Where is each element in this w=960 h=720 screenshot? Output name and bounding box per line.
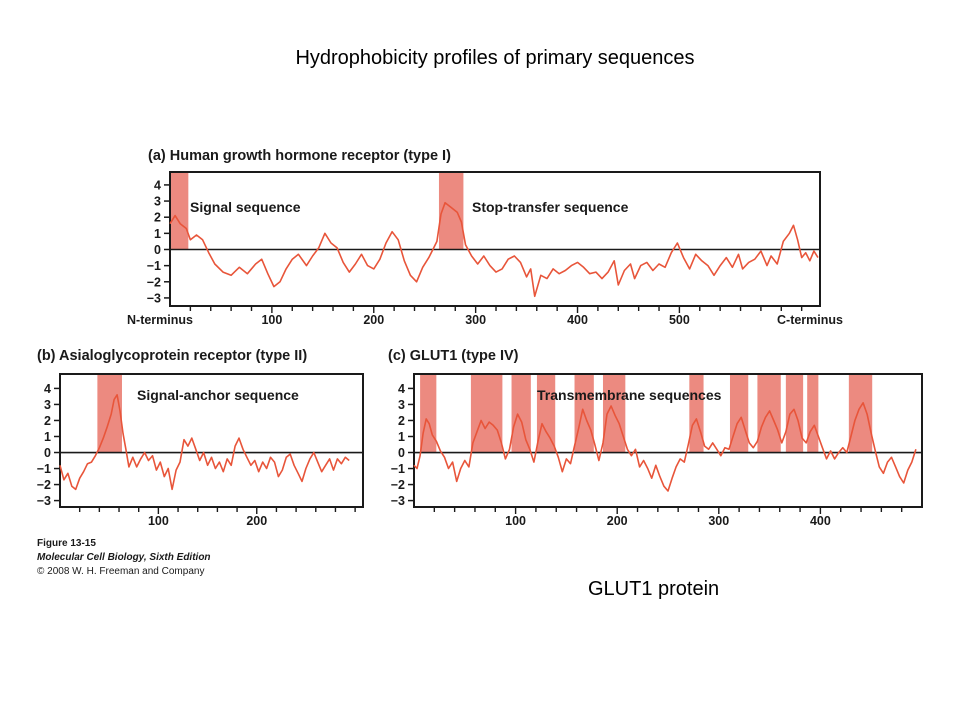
panel-c-region-3 xyxy=(511,374,531,453)
panel-a-region-2 xyxy=(438,172,464,250)
panel-b-region-1 xyxy=(97,374,122,453)
panel-c-region-2 xyxy=(470,374,503,453)
caption: GLUT1 protein xyxy=(588,578,720,600)
panel-b-ytick-label: −3 xyxy=(37,494,51,508)
panel-b-ytick-label: 4 xyxy=(44,382,51,396)
panel-a-xtick-label: 200 xyxy=(363,313,384,327)
panel-c-xtick-label: 300 xyxy=(708,514,729,528)
panel-a-ytick-label: −2 xyxy=(147,275,161,289)
panel-a-ytick-label: −1 xyxy=(147,259,161,273)
panel-b-ytick-label: 0 xyxy=(44,446,51,460)
panel-c-ytick-label: −2 xyxy=(391,478,405,492)
panel-c-xtick-label: 400 xyxy=(810,514,831,528)
panel-c-region-label: Transmembrane sequences xyxy=(537,387,722,403)
panel-a-region-label-1: Signal sequence xyxy=(190,199,301,215)
panel-b-region-label: Signal-anchor sequence xyxy=(137,387,299,403)
panel-b-xtick-label: 100 xyxy=(148,514,169,528)
panel-b-title: (b) Asialoglycoprotein receptor (type II… xyxy=(37,348,307,364)
panel-b-ytick-label: 3 xyxy=(44,398,51,412)
panel-a-xtick-label: 300 xyxy=(465,313,486,327)
panel-c-ytick-label: −1 xyxy=(391,462,405,476)
panel-b-frame xyxy=(59,373,364,508)
panel-a-region-1 xyxy=(171,172,189,250)
panel-c-ytick-label: 4 xyxy=(398,382,405,396)
panel-b-series-line xyxy=(59,393,350,491)
panel-b-ytick-label: −2 xyxy=(37,478,51,492)
panel-a-ytick-label: 1 xyxy=(154,227,161,241)
figure-copyright: © 2008 W. H. Freeman and Company xyxy=(37,566,204,577)
panel-c-region-11 xyxy=(807,374,819,453)
panel-a-xtick-label: 100 xyxy=(261,313,282,327)
panel-a-ytick-label: −3 xyxy=(147,291,161,305)
figure-book-title: Molecular Cell Biology, Sixth Edition xyxy=(37,552,211,563)
panel-c-region-7 xyxy=(689,374,704,453)
panel-a-ytick-label: 3 xyxy=(154,195,161,209)
panel-c-region-4 xyxy=(536,374,556,453)
panel-c-ytick-label: 0 xyxy=(398,446,405,460)
panel-a-ytick-label: 0 xyxy=(154,243,161,257)
panel-a-xtick-label: 400 xyxy=(567,313,588,327)
panel-c-ytick-label: 2 xyxy=(398,414,405,428)
panel-c-xtick-label: 100 xyxy=(505,514,526,528)
panel-c-region-8 xyxy=(729,374,749,453)
panel-c-ytick-label: −3 xyxy=(391,494,405,508)
panel-c-xtick-label: 200 xyxy=(607,514,628,528)
panel-b-ytick-label: −1 xyxy=(37,462,51,476)
panel-c-region-12 xyxy=(848,374,873,453)
panel-b-ytick-label: 1 xyxy=(44,430,51,444)
panel-b-plot: 4 3 2 1 0 −1 −2 −3 100 200 xyxy=(37,373,364,528)
panel-c-region-10 xyxy=(785,374,804,453)
panel-a-series-line xyxy=(169,201,819,298)
panel-b-ytick-label: 2 xyxy=(44,414,51,428)
panel-a-frame xyxy=(169,171,821,307)
panel-a-ytick-label: 2 xyxy=(154,211,161,225)
panel-a-plot: 4 3 2 1 0 −1 −2 −3 100 200 300 400 500 xyxy=(147,171,821,327)
page-title: Hydrophobicity profiles of primary seque… xyxy=(295,47,695,69)
panel-c-series-line xyxy=(413,401,917,492)
panel-c-title: (c) GLUT1 (type IV) xyxy=(388,348,519,364)
panel-a-title: (a) Human growth hormone receptor (type … xyxy=(148,148,451,164)
figure-number: Figure 13-15 xyxy=(37,538,96,549)
panel-a-xtick-label: 500 xyxy=(669,313,690,327)
panel-c-plot: 4 3 2 1 0 −1 −2 −3 100 200 300 400 xyxy=(391,373,923,528)
panel-c-ytick-label: 3 xyxy=(398,398,405,412)
panel-c-ytick-label: 1 xyxy=(398,430,405,444)
panel-a-start-label: N-terminus xyxy=(127,313,193,327)
panel-b-xtick-label: 200 xyxy=(246,514,267,528)
panel-a-end-label: C-terminus xyxy=(777,313,843,327)
panel-c-region-9 xyxy=(757,374,781,453)
panel-a-ytick-label: 4 xyxy=(154,178,161,192)
panel-c-frame xyxy=(413,373,923,508)
panel-a-region-label-2: Stop-transfer sequence xyxy=(472,199,629,215)
